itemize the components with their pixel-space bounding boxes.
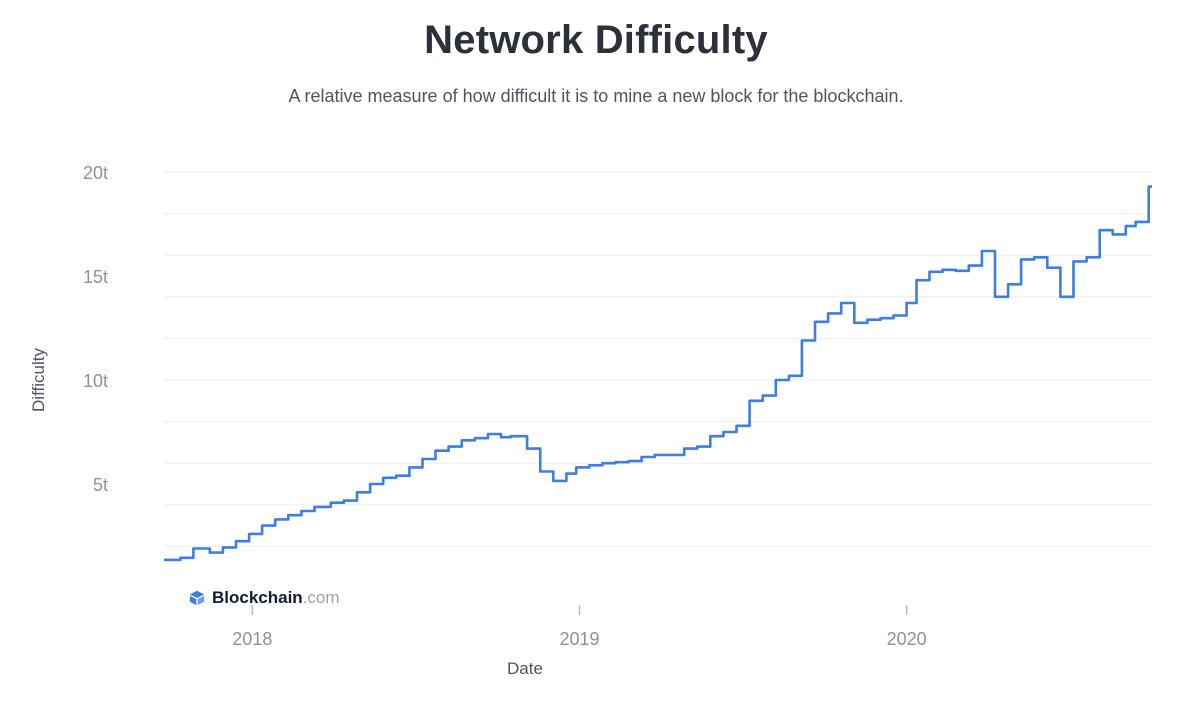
x-tick-label: 2019: [559, 629, 599, 649]
chart-title: Network Difficulty: [424, 18, 768, 62]
x-tick-label: 2018: [232, 629, 272, 649]
difficulty-series-line: [164, 185, 1152, 562]
y-tick-label: 20t: [83, 163, 108, 183]
watermark-brand: Blockchain: [212, 588, 303, 607]
x-axis-label: Date: [507, 659, 543, 678]
blockchain-watermark: Blockchain .com: [188, 588, 340, 608]
x-axis: 2018 2019 2020: [232, 605, 927, 649]
blockchain-logo-icon: [189, 590, 205, 606]
y-tick-label: 5t: [93, 475, 108, 495]
y-axis-label: Difficulty: [29, 348, 48, 412]
x-tick-label: 2020: [887, 629, 927, 649]
y-tick-label: 10t: [83, 371, 108, 391]
grid: [164, 171, 1152, 547]
chart-subtitle: A relative measure of how difficult it i…: [288, 86, 904, 106]
y-tick-label: 15t: [83, 267, 108, 287]
y-axis: 5t 10t 15t 20t: [83, 163, 108, 495]
watermark-tld: .com: [302, 588, 340, 607]
